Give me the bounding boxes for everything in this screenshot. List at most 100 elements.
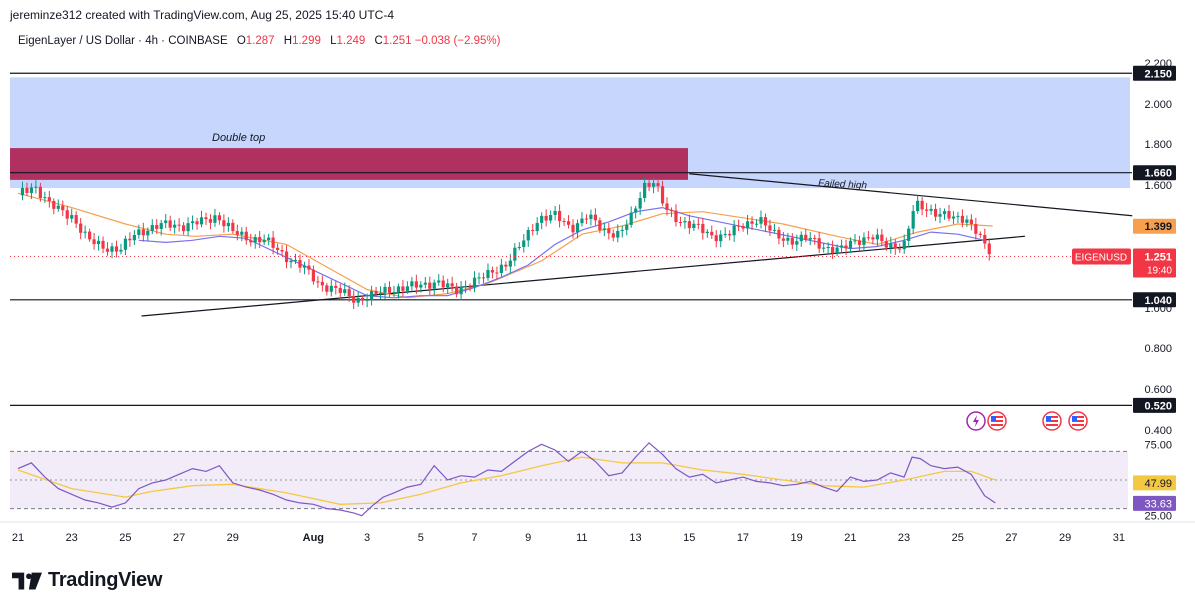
candle-body[interactable]	[101, 240, 105, 249]
us-flag-event-icon[interactable]	[1068, 411, 1088, 431]
candle-body[interactable]	[893, 243, 897, 249]
candle-body[interactable]	[405, 286, 410, 291]
candle-body[interactable]	[432, 282, 436, 289]
candle-body[interactable]	[468, 286, 472, 288]
candle-body[interactable]	[593, 214, 597, 221]
candle-body[interactable]	[517, 246, 521, 248]
candle-body[interactable]	[647, 182, 651, 187]
candle-body[interactable]	[831, 246, 835, 254]
rsi-ma-value-label[interactable]: 47.99	[1144, 478, 1172, 490]
candle-body[interactable]	[61, 205, 65, 211]
candle-body[interactable]	[123, 238, 128, 250]
candle-body[interactable]	[293, 259, 298, 261]
candle-body[interactable]	[419, 284, 423, 288]
candle-body[interactable]	[190, 221, 195, 224]
candle-body[interactable]	[401, 286, 405, 291]
candle-body[interactable]	[799, 234, 803, 242]
candle-body[interactable]	[365, 299, 369, 301]
candle-body[interactable]	[374, 291, 378, 294]
candle-body[interactable]	[235, 231, 239, 235]
candle-body[interactable]	[857, 240, 862, 245]
last-price-label[interactable]: 1.251	[1144, 252, 1172, 264]
candle-body[interactable]	[119, 249, 123, 252]
candle-body[interactable]	[267, 237, 271, 240]
candle-body[interactable]	[925, 209, 929, 211]
candle-body[interactable]	[164, 220, 168, 224]
candle-body[interactable]	[745, 221, 750, 229]
candle-body[interactable]	[795, 241, 799, 245]
candle-body[interactable]	[307, 265, 311, 270]
candle-body[interactable]	[410, 281, 414, 287]
candle-body[interactable]	[437, 280, 441, 283]
candle-body[interactable]	[839, 245, 844, 248]
candle-body[interactable]	[947, 211, 951, 219]
candle-body[interactable]	[155, 225, 159, 229]
candle-body[interactable]	[495, 272, 499, 274]
candle-body[interactable]	[920, 200, 924, 210]
candle-body[interactable]	[316, 281, 320, 283]
candle-body[interactable]	[696, 223, 700, 225]
lightning-event-icon[interactable]	[966, 411, 986, 431]
candle-body[interactable]	[651, 183, 656, 187]
candle-body[interactable]	[983, 234, 987, 244]
candle-body[interactable]	[105, 248, 110, 252]
candle-body[interactable]	[571, 224, 575, 233]
candle-body[interactable]	[750, 221, 754, 224]
candle-body[interactable]	[822, 247, 826, 249]
candle-body[interactable]	[504, 264, 508, 267]
candle-body[interactable]	[933, 208, 938, 217]
level-1660-label[interactable]: 1.660	[1144, 168, 1172, 180]
candle-body[interactable]	[311, 269, 316, 282]
candle-body[interactable]	[611, 233, 615, 238]
candle-body[interactable]	[222, 220, 226, 227]
candle-body[interactable]	[875, 234, 879, 240]
candle-body[interactable]	[231, 222, 235, 232]
candle-body[interactable]	[110, 246, 114, 252]
candle-body[interactable]	[844, 245, 848, 249]
candle-body[interactable]	[620, 229, 624, 231]
price-axis[interactable]: 2.150 1.660 1.399 EIGENUSD 1.251 19:40 1.040 0.…	[1072, 65, 1176, 413]
candle-body[interactable]	[199, 217, 204, 225]
candle-body[interactable]	[540, 215, 544, 223]
candle-body[interactable]	[866, 237, 871, 239]
candle-body[interactable]	[65, 210, 69, 219]
candle-body[interactable]	[960, 215, 965, 223]
candle-body[interactable]	[508, 260, 512, 267]
ticker-label[interactable]: EIGENUSD	[1075, 253, 1127, 264]
candle-body[interactable]	[240, 231, 244, 235]
candle-body[interactable]	[204, 217, 208, 220]
candle-body[interactable]	[423, 282, 427, 285]
candle-body[interactable]	[168, 220, 172, 228]
candle-body[interactable]	[271, 237, 275, 248]
level-2150-label[interactable]: 2.150	[1144, 68, 1172, 80]
candle-body[interactable]	[898, 248, 902, 250]
candle-body[interactable]	[889, 243, 893, 248]
candle-body[interactable]	[450, 283, 454, 287]
candle-body[interactable]	[459, 286, 463, 295]
descending-resistance-trendline[interactable]	[689, 173, 1133, 217]
candle-body[interactable]	[629, 212, 633, 225]
symbol-legend[interactable]: EigenLayer / US Dollar · 4h · COINBASE O…	[18, 35, 500, 47]
candle-body[interactable]	[289, 260, 293, 263]
candle-body[interactable]	[79, 223, 83, 233]
candle-body[interactable]	[531, 230, 535, 232]
candle-body[interactable]	[768, 225, 772, 231]
candle-body[interactable]	[526, 230, 530, 241]
candle-body[interactable]	[258, 237, 262, 243]
price-pane[interactable]: 2.2002.0001.8001.6001.0000.8000.6000.400…	[10, 58, 1172, 437]
candle-body[interactable]	[602, 228, 606, 231]
candle-body[interactable]	[356, 297, 360, 303]
candle-body[interactable]	[584, 218, 589, 220]
candle-body[interactable]	[249, 240, 253, 243]
candle-body[interactable]	[137, 229, 141, 235]
candle-body[interactable]	[634, 208, 638, 213]
candle-body[interactable]	[723, 233, 727, 235]
candle-body[interactable]	[790, 237, 794, 245]
candle-body[interactable]	[763, 217, 768, 226]
candle-body[interactable]	[83, 231, 87, 233]
candle-body[interactable]	[656, 183, 660, 187]
candle-body[interactable]	[965, 219, 969, 223]
candle-body[interactable]	[70, 215, 74, 219]
candle-body[interactable]	[817, 238, 821, 249]
candle-body[interactable]	[472, 277, 477, 288]
